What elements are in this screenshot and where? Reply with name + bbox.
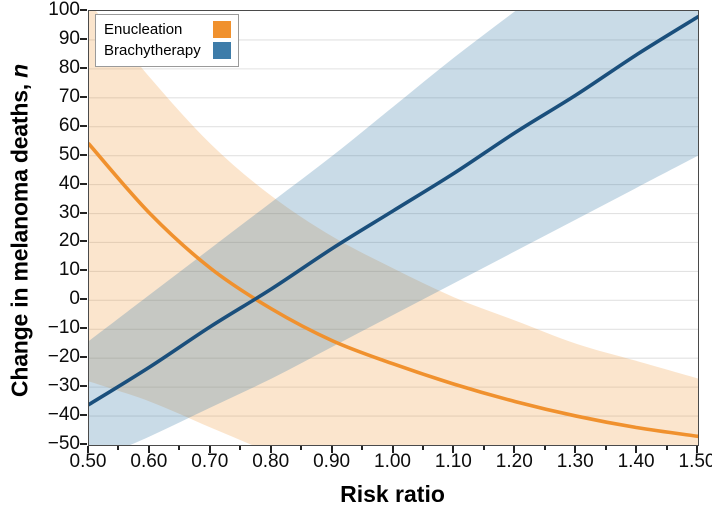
- brachytherapy-confidence-band: [89, 11, 698, 445]
- x-tick-label: 0.80: [252, 451, 290, 472]
- series-lines: [89, 14, 698, 439]
- x-tick-label: 0.60: [130, 451, 168, 472]
- x-minor-tick-mark: [239, 445, 242, 450]
- y-tick-mark: [80, 124, 87, 127]
- x-axis-title: Risk ratio: [340, 481, 445, 507]
- y-tick-mark: [80, 298, 87, 301]
- confidence-bands: [89, 11, 698, 445]
- y-tick-label: 70: [58, 85, 80, 107]
- gridlines: [89, 39, 698, 417]
- y-tick-mark: [80, 37, 87, 40]
- y-tick-mark: [80, 327, 87, 330]
- x-tick-label: 1.40: [617, 451, 655, 472]
- y-tick-mark: [80, 211, 87, 214]
- plot-area: Enucleation Brachytherapy: [88, 10, 699, 446]
- x-minor-tick-mark: [665, 445, 668, 450]
- y-tick-mark: [80, 182, 87, 185]
- chart-canvas: [89, 11, 698, 445]
- y-tick-mark: [80, 95, 87, 98]
- y-tick-mark: [80, 356, 87, 359]
- legend: Enucleation Brachytherapy: [95, 14, 239, 67]
- legend-item-enucleation: Enucleation: [104, 19, 231, 40]
- x-minor-tick-mark: [178, 445, 181, 450]
- legend-item-brachytherapy: Brachytherapy: [104, 40, 231, 61]
- x-tick-label: 0.90: [313, 451, 351, 472]
- x-tick-label: 0.50: [69, 451, 107, 472]
- y-tick-mark: [80, 269, 87, 272]
- x-minor-tick-mark: [543, 445, 546, 450]
- enucleation-confidence-band: [89, 11, 698, 445]
- y-tick-mark: [80, 240, 87, 243]
- legend-label: Brachytherapy: [104, 42, 201, 59]
- brachytherapy-swatch-icon: [212, 42, 231, 59]
- y-tick-mark: [80, 9, 87, 11]
- x-tick-label: 1.50: [678, 451, 712, 472]
- x-tick-label: 1.10: [434, 451, 472, 472]
- x-tick-mark: [574, 445, 577, 453]
- x-tick-mark: [87, 445, 89, 453]
- x-minor-tick-mark: [361, 445, 364, 450]
- y-tick-label: 50: [58, 143, 80, 165]
- y-tick-label: 40: [58, 172, 80, 194]
- enucleation-swatch-icon: [212, 21, 231, 38]
- y-tick-label: −10: [47, 317, 80, 339]
- x-tick-mark: [452, 445, 455, 453]
- y-tick-label: 80: [58, 56, 80, 78]
- x-tick-mark: [269, 445, 272, 453]
- x-tick-mark: [330, 445, 333, 453]
- y-tick-label: 60: [58, 114, 80, 136]
- x-minor-tick-mark: [604, 445, 607, 450]
- y-tick-mark: [80, 66, 87, 69]
- y-tick-label: −30: [47, 375, 80, 397]
- x-minor-tick-mark: [482, 445, 485, 450]
- y-tick-mark: [80, 443, 87, 445]
- x-minor-tick-mark: [117, 445, 120, 450]
- y-tick-label: −50: [47, 433, 80, 454]
- x-tick-label: 0.70: [191, 451, 229, 472]
- y-tick-label: 10: [58, 259, 80, 281]
- x-tick-mark: [147, 445, 150, 453]
- x-tick-mark: [513, 445, 516, 453]
- x-tick-mark: [208, 445, 211, 453]
- enucleation-line: [89, 142, 698, 439]
- y-tick-label: 20: [58, 230, 80, 252]
- y-tick-label: 100: [48, 0, 80, 20]
- y-tick-label: 0: [69, 288, 80, 310]
- x-tick-label: 1.00: [374, 451, 411, 472]
- y-tick-mark: [80, 414, 87, 417]
- x-tick-mark: [696, 445, 698, 453]
- y-tick-label: −40: [47, 404, 80, 426]
- x-tick-label: 1.20: [495, 451, 533, 472]
- x-tick-mark: [635, 445, 638, 453]
- x-tick-label: 1.30: [556, 451, 594, 472]
- x-tick-mark: [391, 445, 394, 453]
- y-tick-label: 30: [58, 201, 80, 223]
- y-tick-mark: [80, 153, 87, 156]
- brachytherapy-line: [89, 14, 698, 407]
- y-tick-mark: [80, 385, 87, 388]
- x-minor-tick-mark: [421, 445, 424, 450]
- y-tick-label: 90: [58, 27, 80, 49]
- x-minor-tick-mark: [300, 445, 303, 450]
- legend-label: Enucleation: [104, 21, 183, 38]
- y-tick-label: −20: [47, 346, 80, 368]
